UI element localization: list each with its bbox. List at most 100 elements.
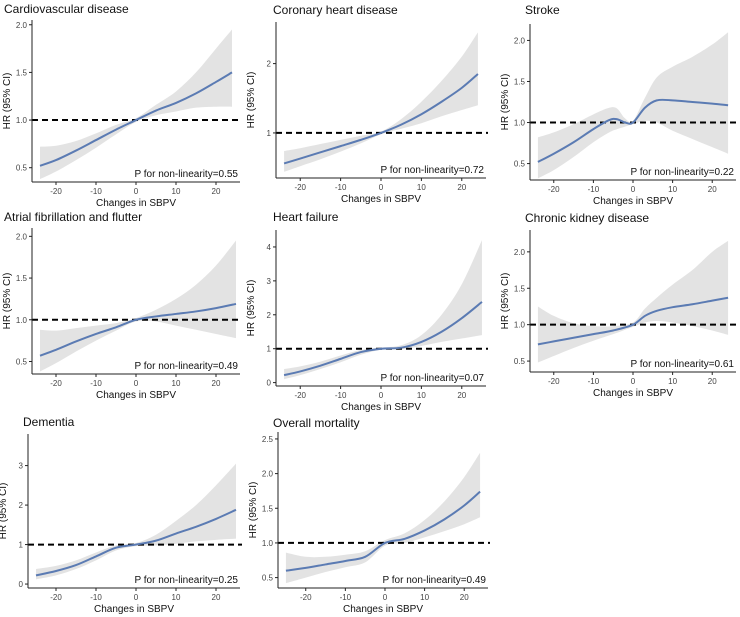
y-tick-label: 1.0 [514,321,526,330]
y-tick-label: 1 [267,129,272,138]
y-tick-label: 1.0 [262,539,274,548]
y-tick-label: 1.0 [16,316,28,325]
x-tick-label: 20 [212,187,221,196]
y-tick-label: 0.5 [16,164,28,173]
x-axis-label: Changes in SBPV [96,390,176,401]
x-tick-label: -20 [50,379,62,388]
y-axis-label: HR (95% CI) [500,74,511,131]
x-tick-label: 20 [708,377,717,386]
chart-panel-5: Heart failure 0 1 2 3 4 -20 -10 0 10 20 Changes in … [246,210,488,413]
ci-band [40,240,236,372]
x-axis-label: Changes in SBPV [593,196,673,207]
x-tick-label: 0 [631,377,636,386]
x-tick-label: 10 [668,377,677,386]
chart-panel-2: Coronary heart disease 1 2 -20 -10 0 10 20 Chang… [246,3,488,205]
x-tick-label: 0 [631,185,636,194]
p-nonlinearity-label: P for non-linearity=0.22 [631,167,735,178]
y-axis-label: HR (95% CI) [0,483,9,540]
ci-band [285,452,481,584]
x-tick-label: -10 [588,185,600,194]
y-tick-label: 1 [267,345,272,354]
hr-curve [285,490,481,572]
y-tick-label: 2 [267,60,272,69]
panel-title: Heart failure [273,210,339,224]
y-tick-label: 2 [19,501,24,510]
panel-title: Atrial fibrillation and flutter [4,210,142,224]
hr-curve [537,98,729,163]
panel-title: Chronic kidney disease [525,211,649,225]
y-tick-label: 1.5 [514,284,526,293]
x-tick-label: -20 [300,593,312,602]
p-nonlinearity-label: P for non-linearity=0.49 [383,575,487,586]
y-axis-label: HR (95% CI) [2,73,13,130]
x-tick-label: 10 [172,593,181,602]
y-tick-label: 0 [19,580,24,589]
x-tick-label: 20 [212,379,221,388]
y-axis-label: HR (95% CI) [248,482,259,539]
x-tick-label: 20 [457,391,466,400]
y-tick-label: 0.5 [262,574,274,583]
ci-band [36,463,236,580]
y-tick-label: 1.0 [16,116,28,125]
y-axis-label: HR (95% CI) [2,273,13,330]
x-tick-label: 20 [212,593,221,602]
chart-panel-1: Cardiovascular disease 0.5 1.0 1.5 2.0 -20 -10… [2,2,242,209]
x-tick-label: 20 [708,185,717,194]
x-tick-label: 0 [383,593,388,602]
p-nonlinearity-label: P for non-linearity=0.07 [381,373,485,384]
y-tick-label: 2 [267,311,272,320]
x-tick-label: 20 [460,593,469,602]
hr-curve [537,296,729,346]
x-tick-label: 0 [379,183,384,192]
hr-curve [283,301,483,377]
x-tick-label: -10 [90,379,102,388]
x-tick-label: 0 [134,593,139,602]
chart-panel-3: Stroke 0.5 1.0 1.5 2.0 -20 -10 0 10 20 Changes in … [500,3,738,207]
y-tick-label: 1.5 [514,77,526,86]
x-tick-label: 10 [668,185,677,194]
y-tick-label: 2.0 [16,21,28,30]
x-axis-label: Changes in SBPV [96,198,176,209]
hr-curve [39,71,233,167]
p-nonlinearity-label: P for non-linearity=0.49 [135,361,239,372]
y-tick-label: 2.0 [514,36,526,45]
y-tick-label: 3 [267,277,272,286]
y-tick-label: 0.5 [514,357,526,366]
x-tick-label: 0 [379,391,384,400]
x-tick-label: -10 [90,187,102,196]
x-tick-label: -10 [335,183,347,192]
hr-curve [35,508,237,577]
y-tick-label: 2.5 [262,435,274,444]
p-nonlinearity-label: P for non-linearity=0.25 [135,575,239,586]
y-axis-label: HR (95% CI) [246,280,257,337]
ci-band [537,32,729,179]
y-axis-label: HR (95% CI) [500,273,511,330]
ci-band [284,240,482,380]
x-tick-label: -20 [548,377,560,386]
x-tick-label: 0 [134,187,139,196]
y-tick-label: 0 [267,379,272,388]
chart-panel-7: Dementia 0 1 2 3 -20 -10 0 10 20 Changes in SBPV HR… [0,415,242,615]
x-tick-label: 10 [417,183,426,192]
x-tick-label: 10 [420,593,429,602]
hr-curve [283,73,479,165]
x-tick-label: -20 [294,391,306,400]
panel-title: Coronary heart disease [273,3,398,17]
y-tick-label: 2.0 [514,248,526,257]
ci-band [284,32,478,172]
y-tick-label: 1.5 [16,274,28,283]
x-tick-label: 0 [134,379,139,388]
x-tick-label: 10 [417,391,426,400]
x-tick-label: 10 [172,187,181,196]
y-tick-label: 1.5 [16,68,28,77]
y-tick-label: 0.5 [514,160,526,169]
x-axis-label: Changes in SBPV [341,402,421,413]
x-tick-label: 10 [172,379,181,388]
x-tick-label: -10 [340,593,352,602]
panel-title: Overall mortality [273,416,360,430]
p-nonlinearity-label: P for non-linearity=0.61 [631,359,735,370]
x-tick-label: -10 [90,593,102,602]
x-tick-label: -10 [588,377,600,386]
x-tick-label: -10 [335,391,347,400]
